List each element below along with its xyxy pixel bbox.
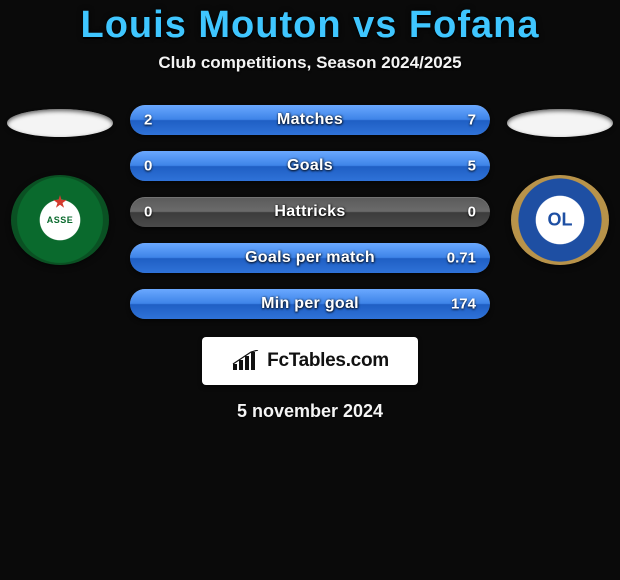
brand-text: FcTables.com — [267, 350, 389, 372]
club-badge-left — [11, 175, 109, 265]
comparison-card: Louis Mouton vs Fofana Club competitions… — [0, 0, 620, 422]
player-left-avatar — [7, 109, 113, 137]
stat-value-right: 7 — [468, 112, 476, 129]
snapshot-date: 5 november 2024 — [0, 401, 620, 422]
bar-chart-icon — [231, 350, 261, 372]
stat-bar: 0 Goals 5 — [130, 151, 490, 181]
page-title: Louis Mouton vs Fofana — [0, 4, 620, 47]
stat-fill-right — [209, 105, 490, 135]
stat-label: Goals per match — [245, 249, 375, 267]
stat-value-right: 174 — [451, 296, 476, 313]
stat-label: Goals — [287, 157, 333, 175]
player-right-column — [504, 105, 616, 265]
stat-label: Matches — [277, 111, 343, 129]
stats-column: 2 Matches 7 0 Goals 5 0 Hattricks 0 Goals per mat… — [116, 105, 504, 319]
stat-label: Min per goal — [261, 295, 359, 313]
stat-fill-left — [130, 105, 209, 135]
page-subtitle: Club competitions, Season 2024/2025 — [0, 53, 620, 73]
stat-value-left: 0 — [144, 204, 152, 221]
player-right-avatar — [507, 109, 613, 137]
stat-label: Hattricks — [274, 203, 345, 221]
stat-value-right: 5 — [468, 158, 476, 175]
stat-bar: Goals per match 0.71 — [130, 243, 490, 273]
stat-value-left: 0 — [144, 158, 152, 175]
stat-bar: Min per goal 174 — [130, 289, 490, 319]
stat-bar: 2 Matches 7 — [130, 105, 490, 135]
brand-badge: FcTables.com — [202, 337, 418, 385]
main-row: 2 Matches 7 0 Goals 5 0 Hattricks 0 Goals per mat… — [0, 105, 620, 319]
stat-value-right: 0.71 — [447, 250, 476, 267]
club-badge-right — [511, 175, 609, 265]
stat-value-right: 0 — [468, 204, 476, 221]
stat-bar: 0 Hattricks 0 — [130, 197, 490, 227]
player-left-column — [4, 105, 116, 265]
stat-value-left: 2 — [144, 112, 152, 129]
